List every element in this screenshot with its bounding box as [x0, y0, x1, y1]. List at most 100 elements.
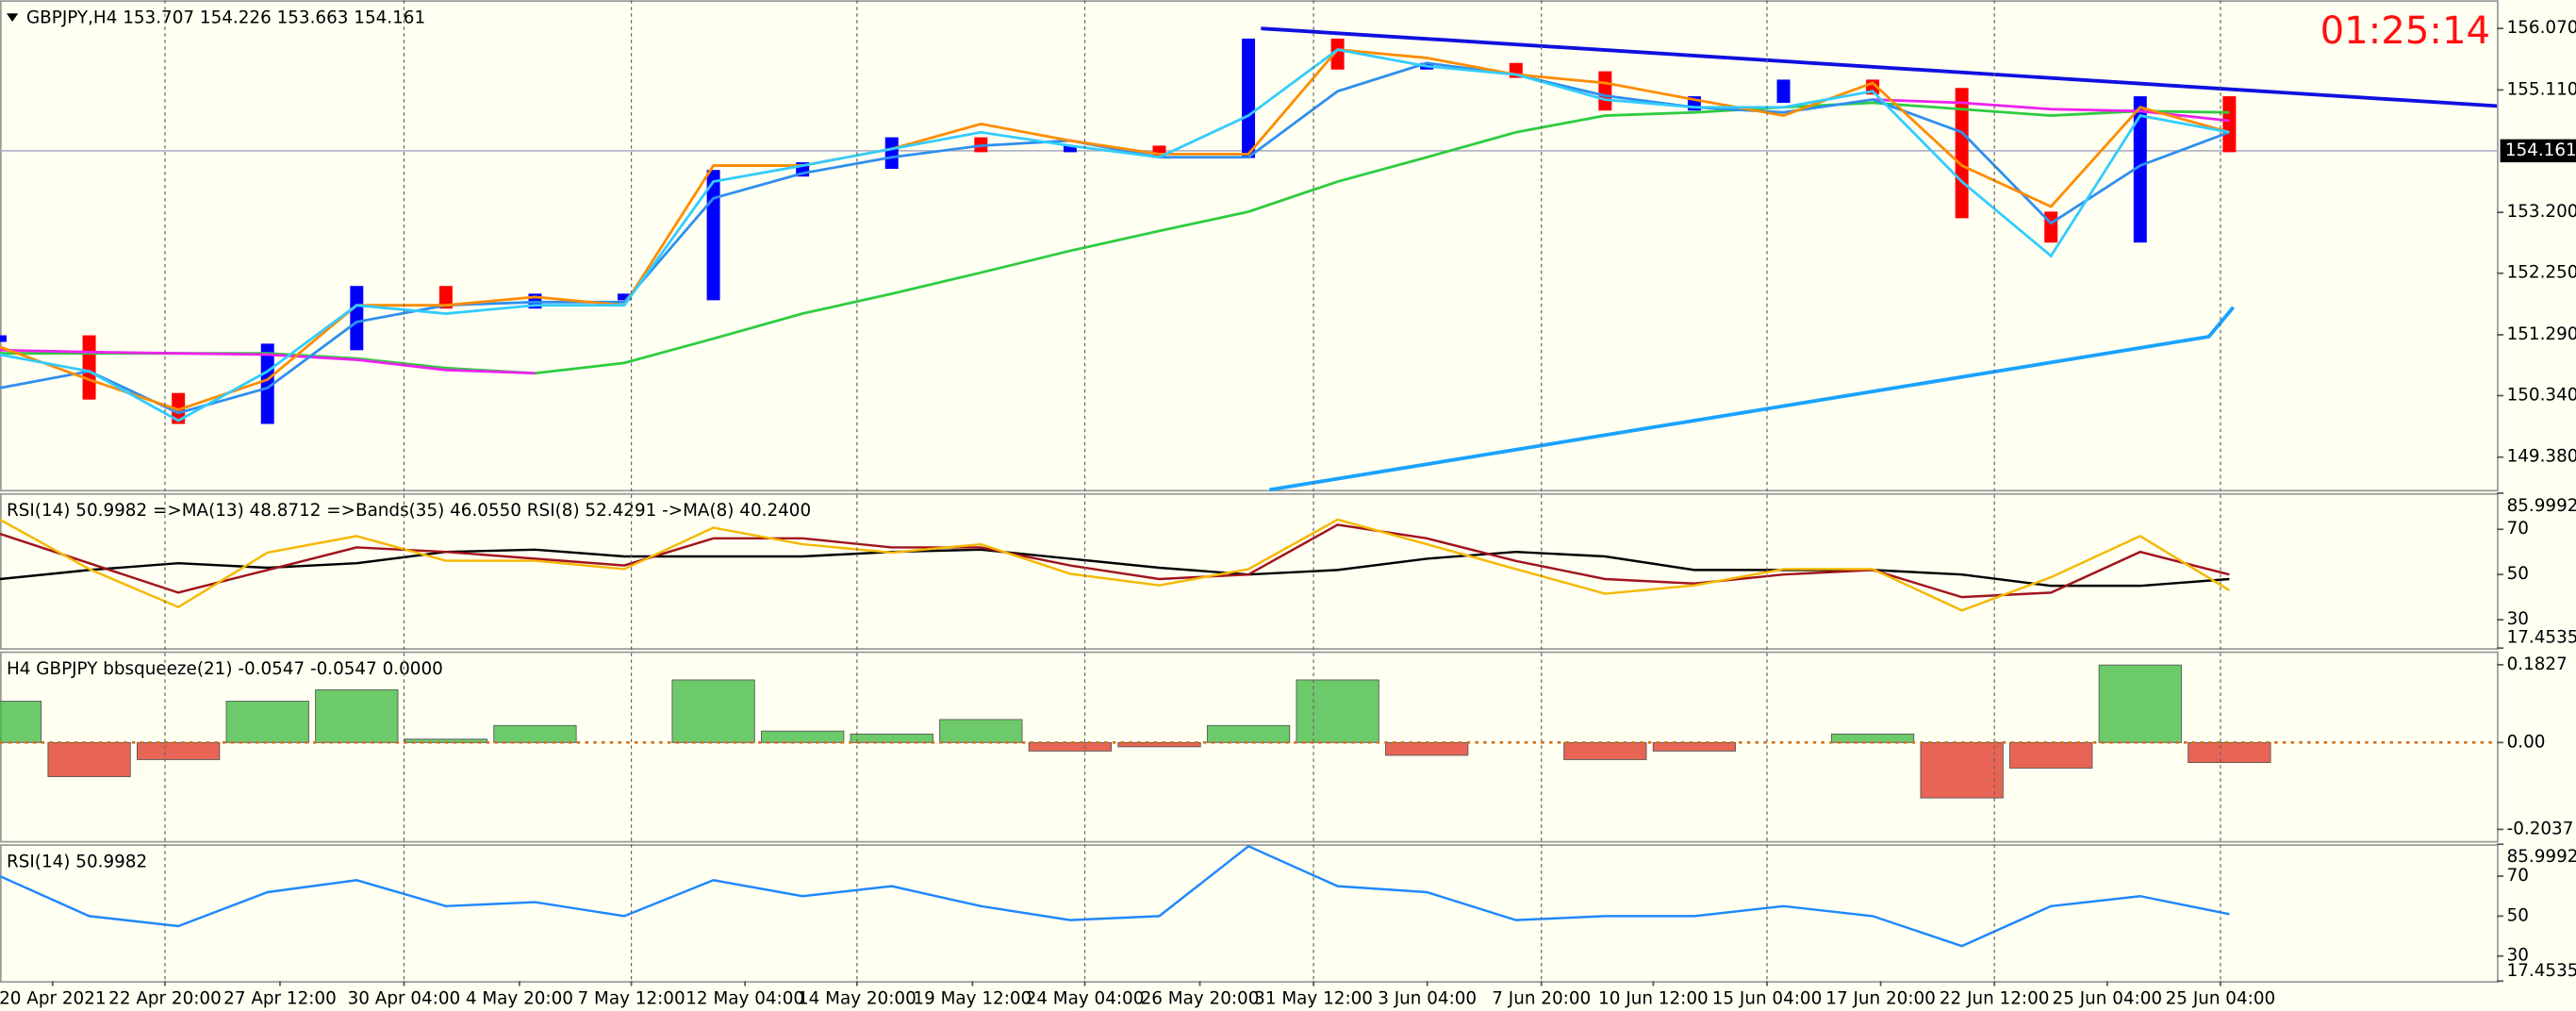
x-tick-label: 7 May 12:00	[578, 989, 685, 1009]
price-bar	[1598, 71, 1612, 111]
price-bar	[260, 343, 274, 424]
price-bar	[1330, 38, 1345, 70]
squeeze-bar	[671, 679, 755, 743]
panel-frame	[0, 844, 2499, 984]
price-bar	[438, 286, 453, 309]
squeeze-bar	[0, 701, 42, 743]
y-tick-label: 152.250	[2507, 263, 2576, 283]
squeeze-bar	[1028, 741, 1113, 752]
y-tick-label: 151.290	[2507, 324, 2576, 344]
price-bar	[2222, 96, 2237, 153]
y-tick-label: 50	[2507, 564, 2529, 584]
price-bar	[1063, 145, 1077, 153]
y-tick-label: -0.2037	[2507, 819, 2574, 838]
squeeze-bar	[493, 724, 577, 743]
x-tick-label: 30 Apr 04:00	[348, 989, 461, 1009]
y-tick-label: 85.9992	[2507, 847, 2576, 867]
price-bar	[618, 293, 632, 301]
trend-line	[1268, 306, 2236, 492]
x-tick-label: 10 Jun 12:00	[1598, 989, 1709, 1009]
squeeze-bar	[1206, 724, 1291, 743]
panel-frame	[0, 651, 2499, 843]
bar-timer: 01:25:14	[2320, 9, 2491, 53]
x-tick-label: 22 Apr 20:00	[108, 989, 222, 1009]
y-tick-label: 150.340	[2507, 386, 2576, 406]
moving-average	[0, 61, 2230, 415]
trend-line	[1261, 26, 2498, 108]
y-tick-label: 30	[2507, 946, 2529, 966]
y-tick-label: 50	[2507, 905, 2529, 925]
squeeze-bar	[1385, 741, 1469, 756]
y-tick-label: 153.200	[2507, 202, 2576, 222]
price-bar	[1242, 38, 1256, 158]
x-tick-label: 15 Jun 04:00	[1712, 989, 1823, 1009]
squeeze-bar	[2009, 741, 2093, 769]
panel-frame	[0, 0, 2499, 492]
x-tick-label: 31 May 12:00	[1254, 989, 1373, 1009]
y-tick-label: 156.070	[2507, 18, 2576, 38]
indicator-line	[0, 844, 2230, 948]
x-tick-label: 25 Jun 04:00	[2166, 989, 2276, 1009]
x-tick-label: 24 May 04:00	[1026, 989, 1145, 1009]
squeeze-bar	[1920, 741, 2004, 799]
price-bar	[884, 137, 899, 170]
price-bar	[2133, 96, 2147, 243]
moving-average	[0, 101, 2230, 375]
squeeze-bar	[1830, 733, 1915, 743]
x-tick-label: 14 May 20:00	[798, 989, 916, 1009]
y-tick-label: 70	[2507, 866, 2529, 886]
squeeze-bar	[47, 741, 131, 777]
squeeze-bar	[1563, 741, 1647, 760]
x-tick-label: 27 Apr 12:00	[223, 989, 337, 1009]
x-tick-label: 3 Jun 04:00	[1378, 989, 1477, 1009]
price-bar	[350, 286, 364, 351]
squeeze-bar	[1296, 679, 1379, 743]
panel-title: H4 GBPJPY bbsqueeze(21) -0.0547 -0.0547 …	[7, 659, 443, 679]
squeeze-bar	[761, 730, 845, 743]
x-tick-label: 19 May 12:00	[913, 989, 1032, 1009]
panel-title: RSI(14) 50.9982 =>MA(13) 48.8712 =>Bands…	[7, 501, 811, 521]
squeeze-bar	[2098, 664, 2182, 743]
x-tick-label: 25 Jun 04:00	[2053, 989, 2163, 1009]
y-tick-label: 17.4535	[2507, 628, 2576, 648]
x-tick-label: 12 May 04:00	[685, 989, 804, 1009]
squeeze-bar	[137, 741, 221, 760]
x-tick-label: 22 Jun 12:00	[1940, 989, 2050, 1009]
panel-frame	[0, 492, 2499, 650]
indicator-line	[0, 523, 2230, 599]
y-tick-label: 17.4535	[2507, 961, 2576, 981]
x-tick-label: 7 Jun 20:00	[1492, 989, 1591, 1009]
last-price-label: 154.161	[2505, 141, 2576, 160]
price-bar	[1776, 79, 1791, 104]
last-price-box	[2500, 139, 2576, 163]
moving-average	[0, 48, 2230, 423]
x-tick-label: 17 Jun 20:00	[1825, 989, 1936, 1009]
price-bar	[1955, 88, 1969, 219]
price-bar	[2044, 211, 2058, 243]
y-tick-label: 30	[2507, 609, 2529, 629]
x-tick-label: 4 May 20:00	[466, 989, 573, 1009]
squeeze-bar	[1652, 741, 1737, 752]
squeeze-bar	[850, 733, 933, 743]
squeeze-bar	[315, 688, 399, 743]
panel-title: RSI(14) 50.9982	[7, 852, 147, 871]
price-bar	[0, 335, 7, 342]
y-tick-label: 70	[2507, 519, 2529, 539]
price-bar	[82, 335, 96, 400]
y-tick-label: 155.110	[2507, 79, 2576, 99]
y-tick-label: 149.380	[2507, 447, 2576, 467]
moving-average	[0, 48, 2230, 411]
menu-arrow	[6, 13, 19, 22]
squeeze-bar	[939, 719, 1023, 743]
squeeze-bar	[1117, 741, 1201, 748]
squeeze-bar	[2188, 741, 2271, 764]
y-tick-label: 0.1827	[2507, 655, 2568, 674]
y-tick-label: 85.9992	[2507, 496, 2576, 516]
y-tick-label: 0.00	[2507, 732, 2546, 752]
indicator-line	[0, 518, 2231, 612]
squeeze-bar	[225, 701, 309, 743]
panel-title: GBPJPY,H4 153.707 154.226 153.663 154.16…	[26, 8, 425, 27]
x-tick-label: 26 May 20:00	[1141, 989, 1260, 1009]
x-tick-label: 20 Apr 2021	[0, 989, 107, 1009]
